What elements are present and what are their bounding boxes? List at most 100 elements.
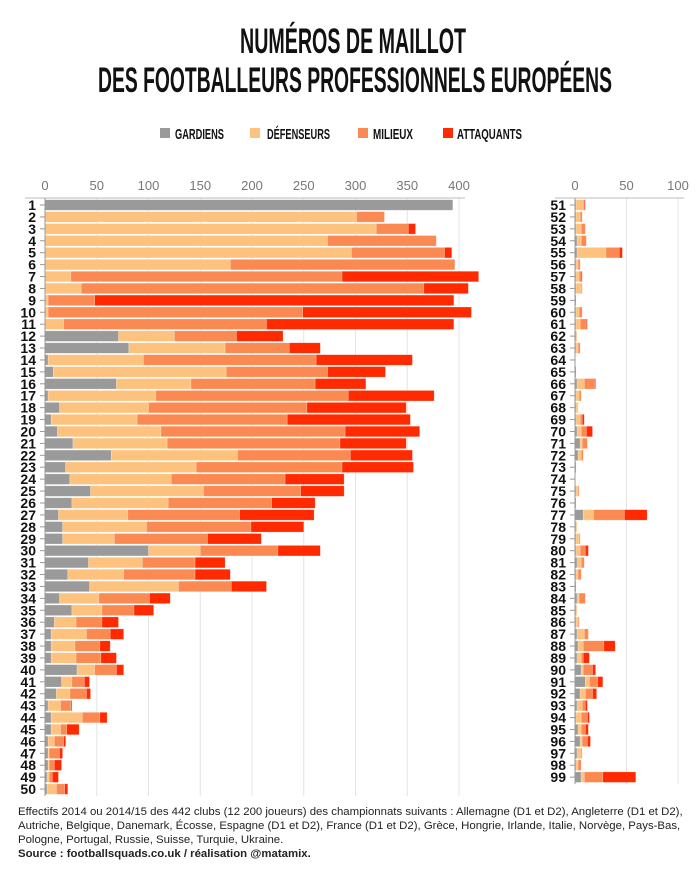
- x-tick-label: 400: [448, 178, 470, 193]
- bar-segment-milieux: [578, 270, 582, 283]
- bar-segment-milieux: [579, 318, 587, 330]
- bar-segment-défenseurs: [118, 330, 175, 342]
- bar-segment-attaquants: [100, 652, 117, 664]
- bar-segment-milieux: [48, 759, 55, 771]
- bar-segment-gardiens: [44, 723, 52, 736]
- bar-segment-milieux: [229, 259, 456, 271]
- bar-segment-milieux: [577, 342, 581, 354]
- bar-segment-milieux: [71, 676, 85, 688]
- bar-segment-défenseurs: [575, 568, 579, 581]
- x-tick-label: 50: [619, 178, 633, 193]
- bar-segment-gardiens: [44, 592, 60, 604]
- y-tick-label: 45: [20, 721, 36, 737]
- bar-segment-défenseurs: [575, 330, 578, 342]
- bar-segment-défenseurs: [46, 771, 50, 783]
- bar-segment-défenseurs: [575, 485, 579, 497]
- bar-segment-défenseurs: [577, 723, 582, 736]
- y-tick-label: 76: [550, 495, 566, 511]
- bar-segment-attaquants: [315, 354, 413, 366]
- y-tick-label: 22: [20, 447, 36, 463]
- bar-segment-attaquants: [444, 247, 453, 259]
- x-tick-label: 350: [396, 178, 418, 193]
- bar-segment-milieux: [160, 425, 346, 438]
- y-tick-label: 25: [20, 483, 36, 499]
- bar-segment-défenseurs: [47, 390, 157, 402]
- bar-segment-milieux: [578, 592, 586, 604]
- bar-segment-défenseurs: [576, 425, 582, 438]
- y-tick-label: 91: [550, 674, 566, 690]
- chart-panel-2: 0 50 100 5152535455565758596061626364656667…: [550, 178, 688, 785]
- y-tick-label: 69: [550, 412, 566, 428]
- y-tick-label: 71: [550, 435, 566, 451]
- bar-segment-défenseurs: [50, 414, 138, 426]
- bar-segment-attaquants: [587, 712, 590, 724]
- bar-segment-milieux: [127, 509, 240, 521]
- bar-segment-attaquants: [286, 414, 411, 426]
- bar-segment-défenseurs: [88, 557, 143, 569]
- bar-segment-défenseurs: [44, 282, 82, 294]
- bar-segment-milieux: [580, 282, 583, 294]
- bar-segment-gardiens: [44, 664, 78, 676]
- bar-segment-défenseurs: [62, 533, 115, 545]
- y-tick-label: 6: [28, 257, 36, 273]
- bar-segment-défenseurs: [575, 282, 582, 294]
- bar-segment-défenseurs: [65, 461, 197, 473]
- y-tick-label: 73: [550, 459, 566, 475]
- y-tick-label: 17: [20, 388, 36, 404]
- y-tick-label: 74: [550, 471, 566, 487]
- y-tick-label: 87: [550, 626, 566, 642]
- bar-segment-attaquants: [618, 247, 623, 259]
- y-tick-label: 86: [550, 614, 566, 630]
- bar-segment-milieux: [578, 390, 582, 402]
- x-tick-label: 0: [571, 178, 578, 193]
- y-tick-label: 54: [550, 233, 566, 249]
- bar-segment-défenseurs: [76, 664, 95, 676]
- bar-segment-gardiens: [44, 640, 52, 652]
- bar-segment-défenseurs: [148, 545, 201, 557]
- bar-segment-défenseurs: [576, 652, 582, 664]
- legend: GARDIENS DÉFENSEURS MILIEUX ATTAQUANTS: [160, 126, 522, 143]
- y-tick-label: 18: [20, 400, 36, 416]
- bar-segment-défenseurs: [580, 771, 585, 783]
- bar-segment-défenseurs: [44, 318, 64, 330]
- bar-segment-milieux: [584, 688, 593, 700]
- bar-segment-défenseurs: [59, 592, 100, 604]
- bar-segment-défenseurs: [575, 759, 579, 771]
- bar-segment-attaquants: [407, 223, 416, 235]
- bar-segment-attaquants: [207, 533, 262, 545]
- bar-segment-milieux: [155, 390, 349, 402]
- y-tick-label: 50: [20, 781, 36, 797]
- bar-segment-gardiens: [44, 652, 52, 664]
- bar-segment-gardiens: [44, 425, 58, 438]
- bar-segment-milieux: [170, 473, 286, 485]
- bar-segment-gardiens: [44, 545, 149, 557]
- bar-segment-défenseurs: [71, 497, 169, 509]
- y-tick-label: 44: [20, 710, 36, 726]
- y-tick-label: 89: [550, 650, 566, 666]
- bar-segment-défenseurs: [69, 473, 172, 485]
- y-tick-label: 39: [20, 650, 36, 666]
- bar-segment-milieux: [190, 378, 316, 390]
- bar-segment-milieux: [583, 628, 589, 640]
- bar-segment-milieux: [114, 533, 208, 545]
- bar-segment-défenseurs: [116, 378, 192, 390]
- bar-segment-attaquants: [284, 473, 345, 485]
- bar-segment-attaquants: [584, 723, 589, 736]
- bar-segment-attaquants: [99, 640, 111, 652]
- y-tick-label: 16: [20, 376, 36, 392]
- bar-segment-milieux: [167, 497, 272, 509]
- bar-segment-défenseurs: [44, 247, 352, 259]
- bar-segment-gardiens: [574, 688, 581, 700]
- bar-segment-attaquants: [54, 759, 62, 771]
- bar-segment-défenseurs: [44, 211, 357, 223]
- bar-segment-milieux: [579, 211, 583, 223]
- y-tick-label: 28: [20, 519, 36, 535]
- bar-segment-gardiens: [574, 664, 582, 676]
- bar-segment-attaquants: [339, 437, 407, 449]
- legend-label: DÉFENSEURS: [267, 126, 330, 143]
- bar-segment-défenseurs: [110, 449, 238, 461]
- bar-segment-attaquants: [101, 616, 119, 628]
- y-tick-label: 15: [20, 364, 36, 380]
- bar-segment-attaquants: [314, 378, 367, 390]
- legend-swatch: [443, 128, 453, 138]
